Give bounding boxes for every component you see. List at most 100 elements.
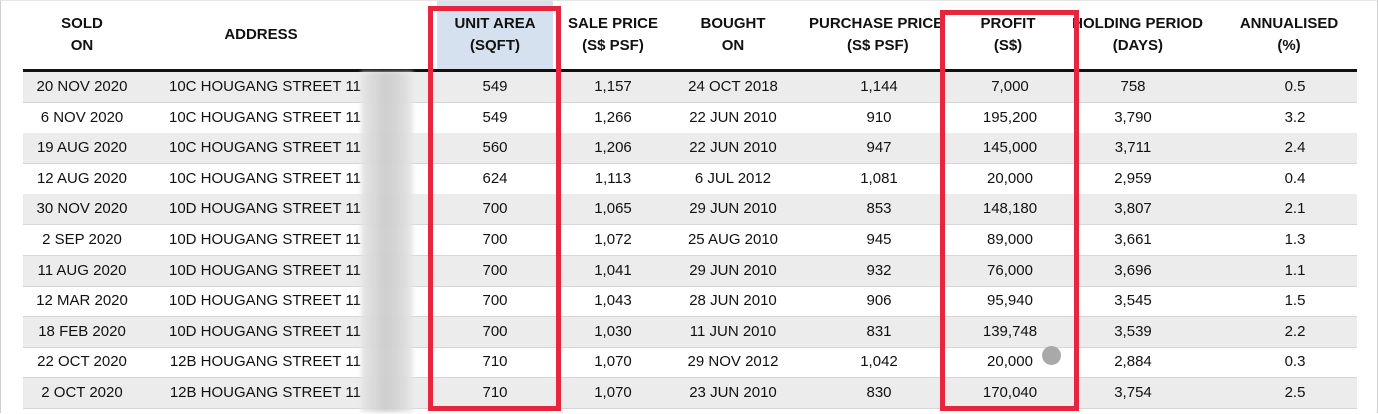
header-unit-area[interactable]: UNIT AREA (SQFT) xyxy=(437,1,553,69)
cell-holding-period: 3,807 xyxy=(1114,200,1152,218)
header-profit[interactable]: PROFIT (S$) xyxy=(980,15,1036,54)
cell-holding-period: 2,884 xyxy=(1114,353,1152,371)
cell-bought-on: 22 JUN 2010 xyxy=(689,139,777,157)
cell-sale-price: 1,266 xyxy=(594,108,632,126)
cell-sale-price: 1,041 xyxy=(594,261,632,279)
cell-holding-period: 3,790 xyxy=(1114,108,1152,126)
cell-sold-on: 6 NOV 2020 xyxy=(40,108,124,126)
cell-holding-period: 3,539 xyxy=(1114,322,1152,340)
table-row[interactable]: 30 NOV 2020 10D HOUGANG STREET 11 700 1,065… xyxy=(23,194,1357,226)
cell-unit-area: 700 xyxy=(482,231,508,248)
cell-sale-price: 1,113 xyxy=(594,169,632,187)
cell-holding-period: 3,661 xyxy=(1114,231,1152,248)
cell-address: 10C HOUGANG STREET 11 xyxy=(169,139,361,157)
cell-purchase-price: 910 xyxy=(866,108,892,126)
cell-holding-period: 3,711 xyxy=(1114,139,1152,157)
table-row[interactable]: 2 OCT 2020 12B HOUGANG STREET 11 710 1,070 2… xyxy=(23,378,1357,409)
cell-purchase-price: 1,144 xyxy=(860,78,898,95)
header-sold-on[interactable]: SOLD ON xyxy=(61,15,103,54)
cell-profit: 170,040 xyxy=(982,384,1038,401)
cell-address: 10D HOUGANG STREET 11 xyxy=(169,322,361,340)
cell-sold-on: 22 OCT 2020 xyxy=(37,353,127,371)
cell-purchase-price: 830 xyxy=(866,384,892,401)
table-row[interactable]: 20 NOV 2020 10C HOUGANG STREET 11 549 1,157… xyxy=(23,72,1357,103)
cell-profit: 7,000 xyxy=(991,78,1029,95)
header-annualised[interactable]: ANNUALISED (%) xyxy=(1239,15,1339,54)
table-row[interactable]: 22 OCT 2020 12B HOUGANG STREET 11 710 1,070… xyxy=(23,347,1357,379)
cell-annualised: 0.4 xyxy=(1284,169,1306,187)
cell-unit-area: 700 xyxy=(482,322,508,340)
cell-annualised: 0.5 xyxy=(1284,78,1306,95)
cell-profit: 76,000 xyxy=(987,261,1033,279)
cell-purchase-price: 831 xyxy=(866,322,892,340)
cell-sale-price: 1,072 xyxy=(594,231,632,248)
cell-annualised: 1.5 xyxy=(1284,292,1306,310)
cell-annualised: 1.3 xyxy=(1284,231,1306,248)
table-row[interactable]: 11 AUG 2020 10D HOUGANG STREET 11 700 1,041… xyxy=(23,255,1357,287)
header-sale-price[interactable]: SALE PRICE (S$ PSF) xyxy=(567,15,658,54)
cell-bought-on: 22 JUN 2010 xyxy=(689,108,777,126)
cell-address: 10C HOUGANG STREET 11 xyxy=(169,169,361,187)
cell-sale-price: 1,070 xyxy=(594,384,632,401)
cell-bought-on: 29 NOV 2012 xyxy=(687,353,779,371)
cell-bought-on: 29 JUN 2010 xyxy=(689,200,777,218)
cell-profit: 20,000 xyxy=(987,353,1033,371)
cell-annualised: 0.3 xyxy=(1284,353,1306,371)
cell-unit-area: 560 xyxy=(482,139,508,157)
header-bought-on[interactable]: BOUGHT ON xyxy=(700,15,766,54)
cell-annualised: 2.5 xyxy=(1284,384,1306,401)
cell-address: 10D HOUGANG STREET 11 xyxy=(169,292,361,310)
cell-profit: 95,940 xyxy=(987,292,1033,310)
table-row[interactable]: 18 FEB 2020 10D HOUGANG STREET 11 700 1,030… xyxy=(23,316,1357,348)
header-divider xyxy=(23,69,1357,72)
cell-address: 10D HOUGANG STREET 11 xyxy=(169,231,361,248)
cell-holding-period: 758 xyxy=(1120,78,1146,95)
cell-unit-area: 549 xyxy=(482,108,508,126)
cell-annualised: 1.1 xyxy=(1284,261,1306,279)
cell-profit: 139,748 xyxy=(982,322,1038,340)
cell-annualised: 3.2 xyxy=(1284,108,1306,126)
cell-purchase-price: 945 xyxy=(866,231,892,248)
cell-profit: 195,200 xyxy=(982,108,1038,126)
cell-annualised: 2.2 xyxy=(1284,322,1306,340)
cell-unit-area: 549 xyxy=(482,78,508,95)
table-row[interactable]: 19 AUG 2020 10C HOUGANG STREET 11 560 1,206… xyxy=(23,133,1357,165)
cursor-indicator xyxy=(1042,346,1061,365)
table-row[interactable]: 12 MAR 2020 10D HOUGANG STREET 11 700 1,043… xyxy=(23,286,1357,318)
cell-unit-area: 700 xyxy=(482,292,508,310)
cell-purchase-price: 853 xyxy=(866,200,892,218)
cell-purchase-price: 906 xyxy=(866,292,892,310)
cell-holding-period: 3,754 xyxy=(1114,384,1152,401)
cell-bought-on: 11 JUN 2010 xyxy=(689,322,777,340)
cell-sale-price: 1,065 xyxy=(594,200,632,218)
cell-bought-on: 23 JUN 2010 xyxy=(689,384,777,401)
cell-unit-area: 700 xyxy=(482,261,508,279)
header-holding-period[interactable]: HOLDING PERIOD (DAYS) xyxy=(1072,15,1203,54)
cell-bought-on: 24 OCT 2018 xyxy=(688,78,778,95)
cell-address: 10D HOUGANG STREET 11 xyxy=(169,261,361,279)
cell-holding-period: 2,959 xyxy=(1114,169,1152,187)
table-row[interactable]: 12 AUG 2020 10C HOUGANG STREET 11 624 1,113… xyxy=(23,164,1357,195)
cell-sold-on: 19 AUG 2020 xyxy=(36,139,128,157)
header-purchase-price[interactable]: PURCHASE PRICE (S$ PSF) xyxy=(809,15,941,54)
cell-holding-period: 3,696 xyxy=(1114,261,1152,279)
cell-sale-price: 1,157 xyxy=(594,78,632,95)
redacted-blur-region xyxy=(361,72,413,412)
cell-sale-price: 1,206 xyxy=(594,139,632,157)
cell-sold-on: 11 AUG 2020 xyxy=(37,261,127,279)
cell-unit-area: 624 xyxy=(482,169,508,187)
cell-sold-on: 12 AUG 2020 xyxy=(36,169,128,187)
header-address[interactable]: ADDRESS xyxy=(224,26,298,43)
cell-sold-on: 2 OCT 2020 xyxy=(41,384,123,401)
cell-purchase-price: 932 xyxy=(866,261,892,279)
cell-sold-on: 18 FEB 2020 xyxy=(38,322,126,340)
cell-unit-area: 700 xyxy=(482,200,508,218)
cell-annualised: 2.1 xyxy=(1284,200,1306,218)
cell-purchase-price: 1,081 xyxy=(860,169,898,187)
table-row[interactable]: 2 SEP 2020 10D HOUGANG STREET 11 700 1,072 2… xyxy=(23,225,1357,256)
cell-sold-on: 2 SEP 2020 xyxy=(42,231,122,248)
cell-sold-on: 30 NOV 2020 xyxy=(36,200,128,218)
cell-address: 10C HOUGANG STREET 11 xyxy=(169,108,361,126)
cell-bought-on: 28 JUN 2010 xyxy=(689,292,777,310)
table-row[interactable]: 6 NOV 2020 10C HOUGANG STREET 11 549 1,266 2… xyxy=(23,103,1357,134)
